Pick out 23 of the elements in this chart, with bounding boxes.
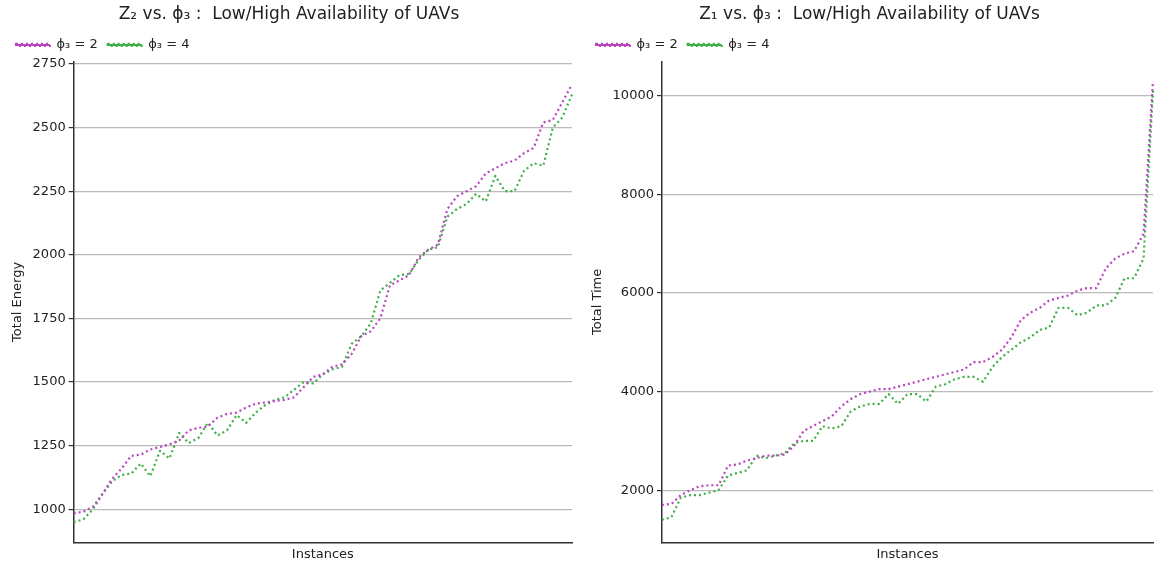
- legend-label: ϕ₃ = 2: [636, 36, 678, 52]
- y-tick-label: 2750: [32, 55, 66, 71]
- chart-title: Z₂ vs. ϕ₃ : Low/High Availability of UAVs: [118, 2, 460, 23]
- y-tick-label: 1500: [32, 373, 66, 389]
- legend-label: ϕ₃ = 2: [56, 36, 98, 52]
- y-tick-label: 1000: [32, 500, 66, 516]
- y-axis-title: Total Time: [589, 268, 605, 337]
- y-tick-label: 1750: [32, 309, 66, 325]
- y-tick-label: 2000: [620, 481, 654, 497]
- x-axis-title: Instances: [876, 545, 939, 561]
- chart-title: Z₁ vs. ϕ₃ : Low/High Availability of UAVs: [699, 2, 1040, 23]
- y-axis-title: Total Energy: [9, 261, 25, 343]
- y-tick-label: 2000: [32, 246, 66, 262]
- y-tick-label: 10000: [612, 87, 654, 103]
- x-axis-title: Instances: [291, 545, 355, 561]
- y-tick-label: 2500: [32, 118, 66, 134]
- legend-label: ϕ₃ = 4: [728, 36, 770, 52]
- y-tick-label: 6000: [620, 284, 654, 300]
- y-tick-label: 1250: [32, 437, 66, 453]
- y-tick-label: 2250: [32, 182, 66, 198]
- legend-label: ϕ₃ = 4: [148, 36, 190, 52]
- y-tick-label: 4000: [620, 382, 654, 398]
- y-tick-label: 8000: [620, 185, 654, 201]
